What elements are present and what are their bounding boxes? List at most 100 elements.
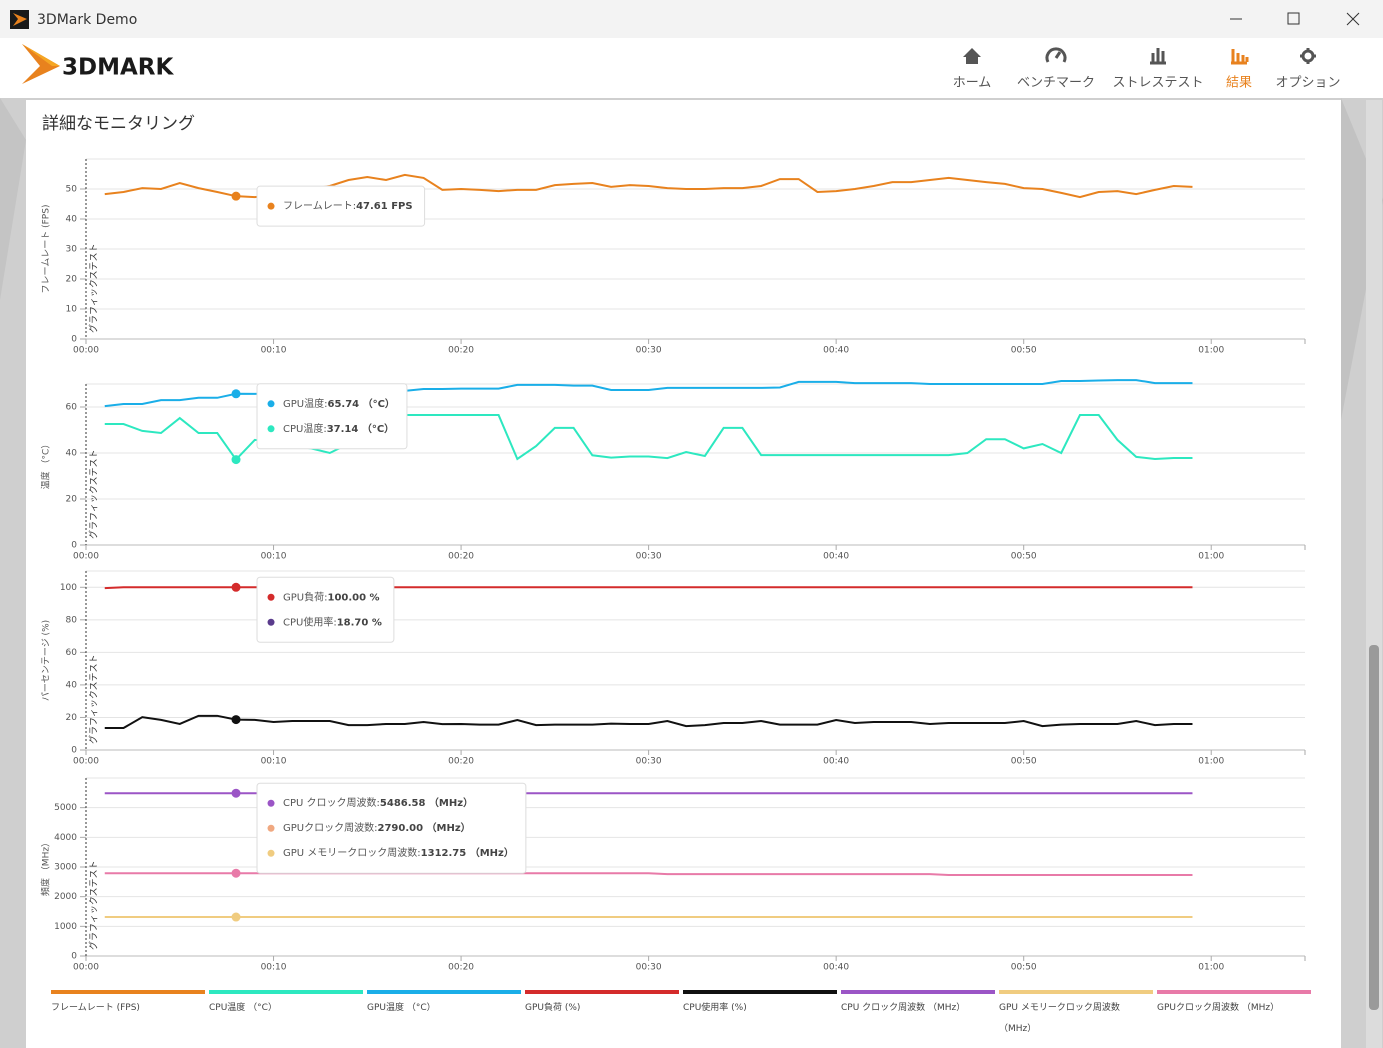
legend-item[interactable]: GPUクロック周波数 （MHz） (1157, 990, 1315, 1040)
tooltip-label: CPU クロック周波数: (283, 796, 380, 809)
y-tick-label: 4000 (54, 833, 77, 843)
hover-dot (231, 788, 241, 798)
tooltip-label: GPU温度: (283, 397, 327, 410)
tooltip-value: 2790.00 （MHz） (377, 821, 470, 834)
hover-dot (231, 455, 241, 465)
legend-swatch (525, 990, 679, 994)
tooltip-label: GPU負荷: (283, 591, 327, 603)
legend-item[interactable]: GPU温度 （°C） (367, 990, 525, 1040)
nav-icon (1301, 49, 1315, 63)
test-annotation: グラフィックステスト (88, 243, 100, 333)
tooltip: GPU温度: 65.74 （°C）CPU温度: 37.14 （°C） (256, 383, 408, 450)
legend-item[interactable]: CPU クロック周波数 （MHz） (841, 990, 999, 1040)
x-tick-label: 00:50 (1011, 346, 1037, 356)
x-tick-label: 00:20 (448, 757, 474, 767)
window-title: 3DMark Demo (37, 12, 137, 28)
y-axis-label: フレームレート (FPS) (41, 205, 52, 294)
x-tick-label: 00:10 (261, 552, 287, 562)
test-annotation: グラフィックステスト (88, 449, 100, 539)
y-axis-label: 温度 （°C） (40, 440, 52, 490)
panel (26, 100, 1341, 1048)
tooltip-value: 37.14 （°C） (327, 422, 394, 435)
tooltip-dot (267, 849, 275, 857)
close-button[interactable] (1346, 12, 1360, 26)
tooltip-dot (267, 799, 275, 807)
header (0, 38, 1383, 98)
legend-label: CPU クロック周波数 （MHz） (841, 1003, 966, 1013)
legend-item[interactable]: CPU温度 （°C） (209, 990, 367, 1040)
x-tick-label: 00:30 (636, 552, 662, 562)
tooltip-value: 1312.75 （MHz） (421, 846, 514, 859)
tooltip-dot (267, 425, 275, 433)
logo-mark (22, 44, 60, 84)
x-tick-label: 00:20 (448, 963, 474, 973)
y-axis-label: 頻度 （MHz） (40, 838, 52, 896)
legend-swatch (999, 990, 1153, 994)
background-facet (0, 98, 26, 300)
legend-label: フレームレート (FPS) (51, 1003, 140, 1013)
x-tick-label: 01:00 (1198, 552, 1224, 562)
tooltip: GPU負荷: 100.00 % CPU使用率: 18.70 % (256, 576, 395, 643)
nav-icon (1231, 49, 1249, 65)
x-tick-label: 00:40 (823, 757, 849, 767)
hover-dot (231, 582, 241, 592)
tooltip-value: 18.70 % (337, 617, 382, 628)
y-tick-label: 40 (66, 215, 78, 225)
y-tick-label: 10 (66, 305, 78, 315)
x-tick-label: 01:00 (1198, 963, 1224, 973)
tooltip-dot (267, 202, 275, 210)
tooltip: フレームレート: 47.61 FPS (256, 185, 426, 227)
y-tick-label: 60 (66, 403, 78, 413)
x-tick-label: 00:40 (823, 552, 849, 562)
x-tick-label: 00:20 (448, 346, 474, 356)
y-axis-label: パーセンテージ (%) (41, 620, 52, 701)
legend-item[interactable]: GPU メモリークロック周波数 （MHz） (999, 990, 1157, 1040)
legend-label: GPU負荷 (%) (525, 1003, 581, 1013)
app-icon-mark (13, 13, 27, 26)
title-bar (0, 0, 1383, 38)
y-tick-label: 20 (66, 275, 78, 285)
tooltip-dot (267, 593, 275, 601)
legend-item[interactable]: CPU使用率 (%) (683, 990, 841, 1040)
nav-item[interactable]: オプション (1275, 76, 1340, 91)
y-tick-label: 100 (60, 583, 77, 593)
hover-dot (231, 715, 241, 725)
x-tick-label: 00:20 (448, 552, 474, 562)
x-tick-label: 00:10 (261, 346, 287, 356)
x-tick-label: 00:40 (823, 346, 849, 356)
hover-dot (231, 191, 241, 201)
tooltip-label: フレームレート: (283, 200, 356, 212)
x-tick-label: 00:10 (261, 757, 287, 767)
y-tick-label: 20 (66, 713, 78, 723)
tooltip-label: CPU温度: (283, 422, 327, 435)
nav-icon (1150, 48, 1166, 65)
legend-swatch (209, 990, 363, 994)
x-tick-label: 00:00 (73, 963, 99, 973)
tooltip-dot (267, 400, 275, 408)
legend-swatch (367, 990, 521, 994)
nav-item[interactable]: ホーム (953, 76, 992, 91)
hover-dot (231, 868, 241, 878)
legend-item[interactable]: フレームレート (FPS) (51, 990, 209, 1040)
section-title: 詳細なモニタリング (42, 114, 195, 134)
tooltip-value: 65.74 （°C） (327, 397, 394, 410)
y-tick-label: 50 (66, 185, 78, 195)
tooltip-value: 5486.58 （MHz） (380, 796, 473, 809)
maximize-button[interactable] (1287, 12, 1300, 25)
nav-item[interactable]: ベンチマーク (1017, 76, 1095, 91)
legend: フレームレート (FPS) CPU温度 （°C） GPU温度 （°C） GPU負荷 (… (51, 990, 1316, 1040)
x-tick-label: 00:50 (1011, 552, 1037, 562)
test-annotation: グラフィックステスト (88, 860, 100, 950)
legend-label: CPU温度 （°C） (209, 1003, 277, 1013)
legend-swatch (1157, 990, 1311, 994)
y-tick-label: 0 (71, 746, 77, 756)
tooltip-label: GPU メモリークロック周波数: (283, 846, 421, 859)
nav-item[interactable]: ストレステスト (1112, 76, 1203, 91)
legend-item[interactable]: GPU負荷 (%) (525, 990, 683, 1040)
y-tick-label: 5000 (54, 803, 77, 813)
nav-item[interactable]: 結果 (1226, 76, 1252, 91)
scrollbar-thumb[interactable] (1369, 645, 1379, 1010)
x-tick-label: 00:50 (1011, 963, 1037, 973)
logo-text: 3DMARK (62, 55, 174, 81)
